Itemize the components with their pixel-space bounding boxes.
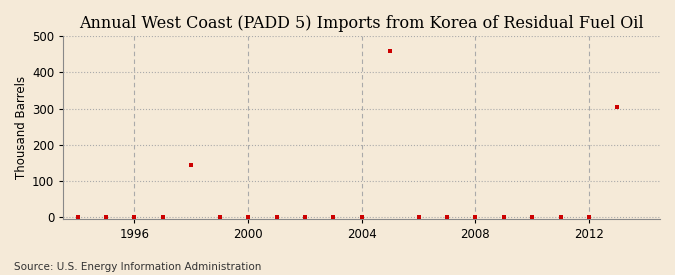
Point [271, 215, 282, 219]
Point [498, 215, 509, 219]
Point [356, 215, 367, 219]
Point [413, 215, 424, 219]
Point [214, 215, 225, 219]
Y-axis label: Thousand Barrels: Thousand Barrels [15, 76, 28, 179]
Point [72, 215, 83, 219]
Point [584, 215, 595, 219]
Point [555, 215, 566, 219]
Point [157, 215, 168, 219]
Point [470, 215, 481, 219]
Text: Source: U.S. Energy Information Administration: Source: U.S. Energy Information Administ… [14, 262, 261, 272]
Point [526, 215, 537, 219]
Point [101, 215, 111, 219]
Point [129, 215, 140, 219]
Point [385, 49, 396, 53]
Point [441, 215, 452, 219]
Point [612, 104, 623, 109]
Point [186, 162, 196, 167]
Title: Annual West Coast (PADD 5) Imports from Korea of Residual Fuel Oil: Annual West Coast (PADD 5) Imports from … [80, 15, 644, 32]
Point [328, 215, 339, 219]
Point [44, 215, 55, 219]
Point [300, 215, 310, 219]
Point [243, 215, 254, 219]
